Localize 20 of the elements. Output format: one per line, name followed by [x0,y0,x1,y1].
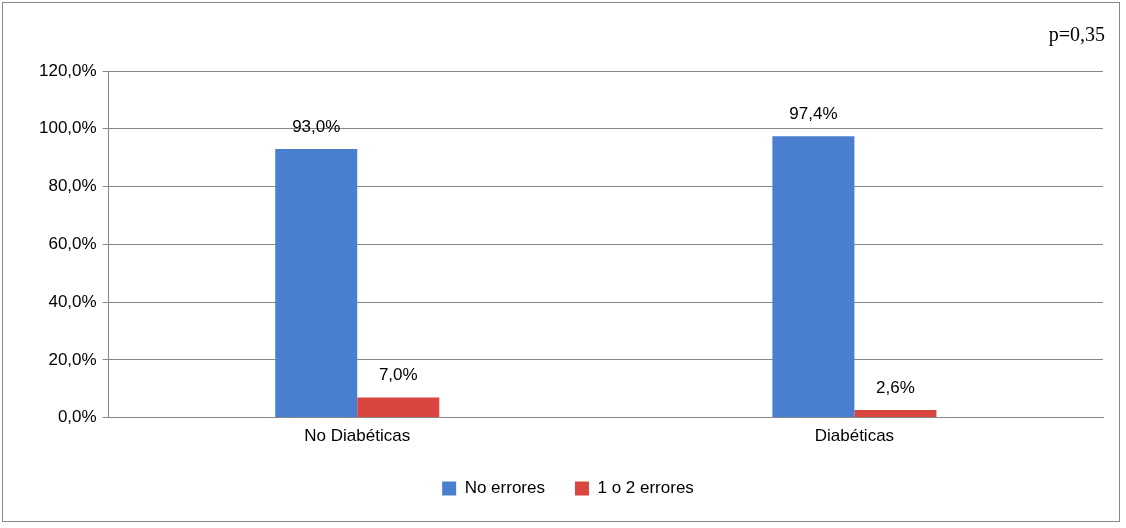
bar [275,148,358,418]
data-label: 7,0% [378,365,418,385]
x-tick-label: No Diabéticas [304,426,411,446]
legend-label: 1 o 2 errores [597,478,694,498]
data-label: 2,6% [876,377,915,397]
y-tick-label: 60,0% [48,233,97,253]
bar [772,136,855,418]
y-tick-label: 100,0% [38,118,97,138]
y-tick-label: 20,0% [48,349,97,369]
bar [357,397,440,418]
data-label: 97,4% [789,103,838,123]
text: p=0,35 [1048,23,1105,46]
y-tick-label: 0,0% [57,407,97,427]
legend-label: No errores [464,478,545,498]
data-label: 93,0% [292,116,341,136]
x-tick-label: Diabéticas [814,426,895,446]
y-tick-label: 40,0% [48,291,97,311]
y-tick-label: 80,0% [48,176,97,196]
bar [854,410,937,418]
y-tick-label: 120,0% [38,60,97,80]
